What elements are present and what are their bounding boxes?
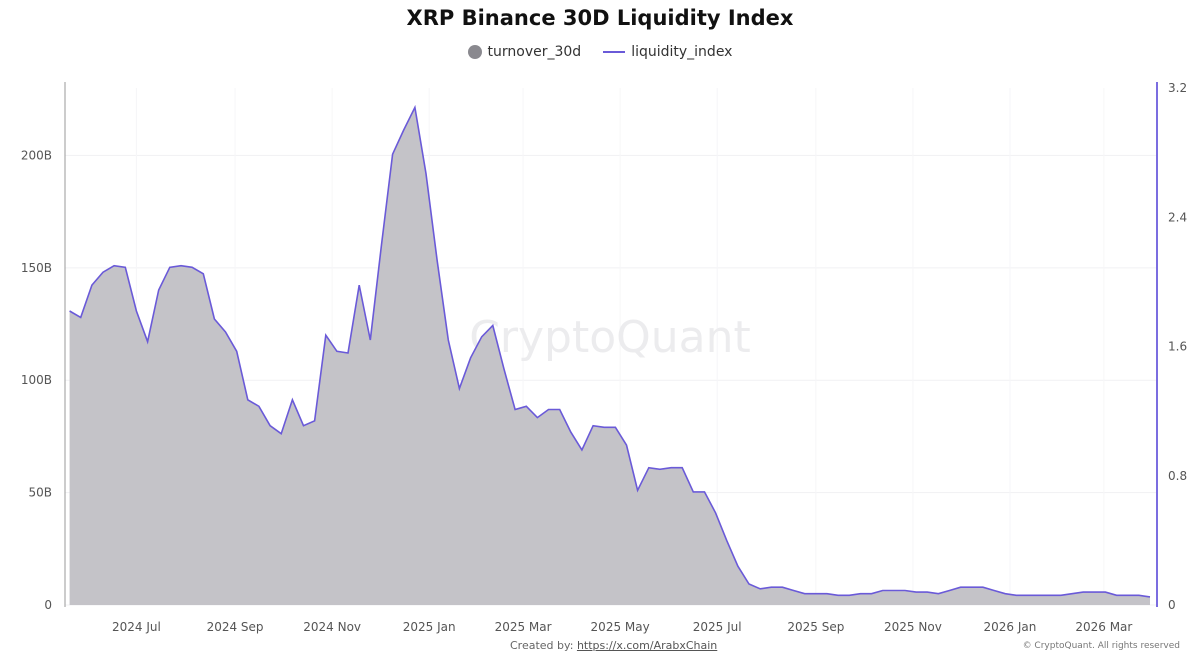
y-left-tick-label: 200B [21, 148, 52, 162]
watermark: CryptoQuant [469, 312, 751, 363]
y-right-tick-label: 3.2 [1168, 81, 1187, 95]
liquidity-index-line [69, 104, 1151, 598]
legend-label: liquidity_index [631, 44, 733, 60]
y-right-tick-label: 2.4 [1168, 210, 1187, 224]
x-tick-label: 2026 Jan [984, 620, 1037, 634]
x-tick-label: 2024 Jul [112, 620, 161, 634]
x-tick-label: 2025 Mar [495, 620, 552, 634]
x-tick-label: 2025 Jan [403, 620, 456, 634]
legend-label: turnover_30d [487, 44, 582, 60]
x-tick-label: 2025 Sep [787, 620, 844, 634]
x-tick-label: 2025 Nov [884, 620, 942, 634]
x-tick-label: 2025 May [591, 620, 650, 634]
y-left-tick-label: 100B [21, 373, 52, 387]
legend: turnover_30d liquidity_index [0, 44, 1200, 60]
legend-dot-icon [467, 45, 482, 59]
x-tick-label: 2024 Sep [207, 620, 264, 634]
created-by-link[interactable]: https://x.com/ArabxChain [576, 639, 718, 652]
turnover-area [69, 108, 1150, 605]
chart-title: XRP Binance 30D Liquidity Index [406, 6, 794, 30]
copyright: © CryptoQuant. All rights reserved [1022, 641, 1180, 651]
y-right-tick-label: 0.8 [1168, 469, 1187, 483]
y-left-tick-label: 0 [44, 598, 52, 612]
y-left-tick-label: 150B [21, 261, 52, 275]
y-right-tick-label: 0 [1168, 598, 1176, 612]
y-left-tick-label: 50B [28, 486, 52, 500]
x-tick-label: 2025 Jul [693, 620, 742, 634]
x-tick-label: 2024 Nov [303, 620, 361, 634]
created-by-label: Created by: [510, 639, 574, 652]
legend-item-liquidity-index[interactable]: liquidity_index [603, 44, 732, 60]
legend-item-turnover[interactable]: turnover_30d [467, 44, 582, 60]
x-tick-label: 2026 Mar [1075, 620, 1132, 634]
legend-line-icon [603, 51, 626, 53]
y-right-tick-label: 1.6 [1168, 340, 1187, 354]
footer-credit: Created by: https://x.com/ArabxChain [510, 639, 717, 652]
